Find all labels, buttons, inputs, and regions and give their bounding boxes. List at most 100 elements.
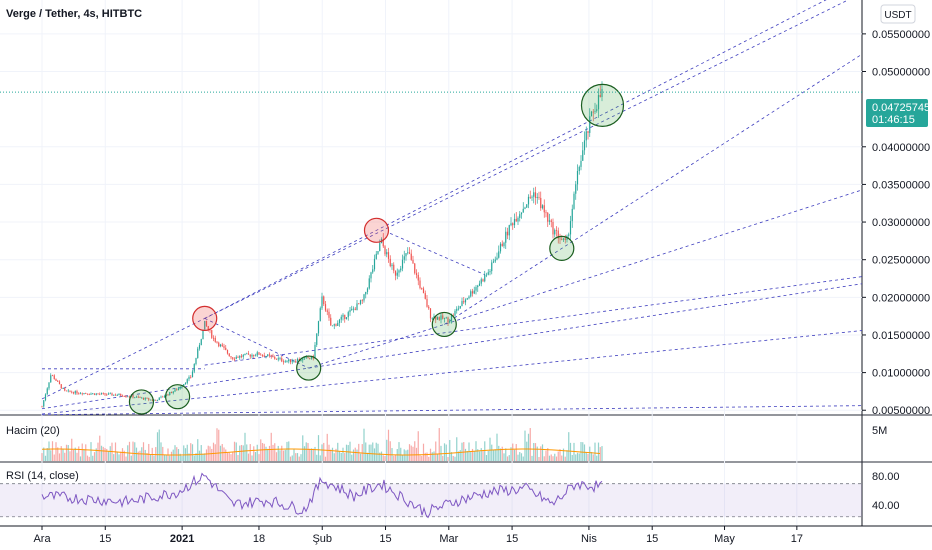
candle-body [436, 317, 439, 320]
candle-body [135, 396, 138, 398]
candle-body [387, 252, 390, 259]
peak-circle [192, 305, 218, 332]
candle-body [338, 319, 341, 323]
volume-bar [589, 446, 591, 461]
candles [41, 81, 603, 408]
candle-body [557, 230, 559, 239]
candle-body [223, 346, 225, 348]
volume-bar [174, 445, 176, 461]
candle-body [419, 280, 421, 289]
y-tick-label: 0.02500000 [872, 255, 930, 267]
volume-bar [580, 442, 582, 461]
volume-bar [559, 449, 561, 461]
candle-body [445, 317, 447, 319]
volume-bar [389, 441, 391, 461]
candle-body [281, 358, 283, 362]
candle-body [79, 393, 82, 395]
x-tick-label: Nis [581, 533, 597, 545]
candle-body [139, 397, 141, 398]
candle-body [221, 344, 223, 347]
volume-bar [433, 451, 435, 461]
y-tick-label: 0.01500000 [872, 330, 930, 342]
candle-body [408, 252, 411, 254]
candle-body [74, 391, 76, 394]
volume-bar [316, 454, 318, 461]
candle-body [596, 109, 598, 111]
candle-body [324, 304, 327, 311]
volume-bar [505, 448, 507, 461]
volume-bar [594, 442, 596, 461]
volume-bar [188, 453, 190, 461]
candle-body [564, 238, 566, 241]
volume-bar [534, 443, 537, 461]
volume-bar [95, 448, 97, 461]
volume-bar [480, 448, 482, 461]
candle-body [393, 264, 395, 271]
volume-bar [422, 443, 425, 461]
candle-body [160, 396, 162, 398]
volume-bar [281, 445, 283, 461]
candle-body [97, 393, 99, 395]
x-tick-label: 15 [506, 533, 518, 545]
y-tick-label: 0.04000000 [872, 142, 930, 154]
candle-body [508, 225, 510, 236]
volume-bar [120, 451, 122, 461]
candle-body [121, 395, 124, 397]
candle-body [305, 356, 307, 358]
volume-bar [373, 448, 376, 461]
candle-body [263, 355, 265, 357]
candle-body [480, 279, 482, 284]
volume-bar [496, 433, 498, 461]
candle-body [347, 312, 349, 318]
volume-bar [464, 448, 467, 461]
volume-bar [321, 444, 323, 461]
volume-bar [333, 453, 335, 461]
volume-bar [50, 450, 52, 461]
candle-body [599, 95, 601, 98]
candle-body [174, 389, 176, 392]
volume-bar [522, 456, 524, 461]
candle-body [554, 230, 556, 235]
volume-bar [44, 455, 47, 461]
volume-bar [170, 451, 173, 461]
candle-body [41, 406, 43, 408]
volume-bar [571, 455, 573, 461]
volume-bar [515, 444, 517, 461]
candle-body [247, 353, 250, 355]
candle-body [92, 393, 94, 395]
volume-bar [197, 439, 199, 461]
volume-bar [568, 432, 570, 461]
currency-button[interactable]: USDT [880, 4, 916, 24]
volume-bar [484, 441, 486, 461]
candle-body [202, 329, 204, 340]
candle-body [550, 220, 552, 223]
volume-bar [272, 444, 274, 461]
candle-body [517, 217, 519, 222]
trendline-base-2 [204, 276, 863, 366]
candle-body [279, 358, 281, 360]
volume-bar [132, 441, 134, 461]
volume-bar [146, 453, 148, 461]
volume-bar [531, 455, 533, 461]
volume-bar [226, 452, 229, 461]
candle-body [78, 393, 80, 395]
candle-body [232, 357, 234, 359]
candle-body [69, 390, 71, 392]
candle-body [76, 391, 78, 394]
volume-bar [540, 446, 542, 461]
candle-body [218, 342, 220, 347]
candle-body [403, 256, 405, 260]
volume-bar [356, 449, 358, 461]
volume-bar [527, 433, 530, 461]
volume-bar [447, 456, 449, 461]
volume-bar [359, 453, 362, 461]
candle-body [447, 317, 449, 323]
volume-bar [585, 452, 587, 461]
volume-bar [492, 449, 495, 461]
volume-bar [443, 443, 446, 461]
volume-bar [43, 447, 45, 461]
candle-body [230, 356, 232, 358]
candle-body [344, 314, 346, 319]
candle-body [370, 272, 372, 279]
candle-body [85, 393, 87, 394]
